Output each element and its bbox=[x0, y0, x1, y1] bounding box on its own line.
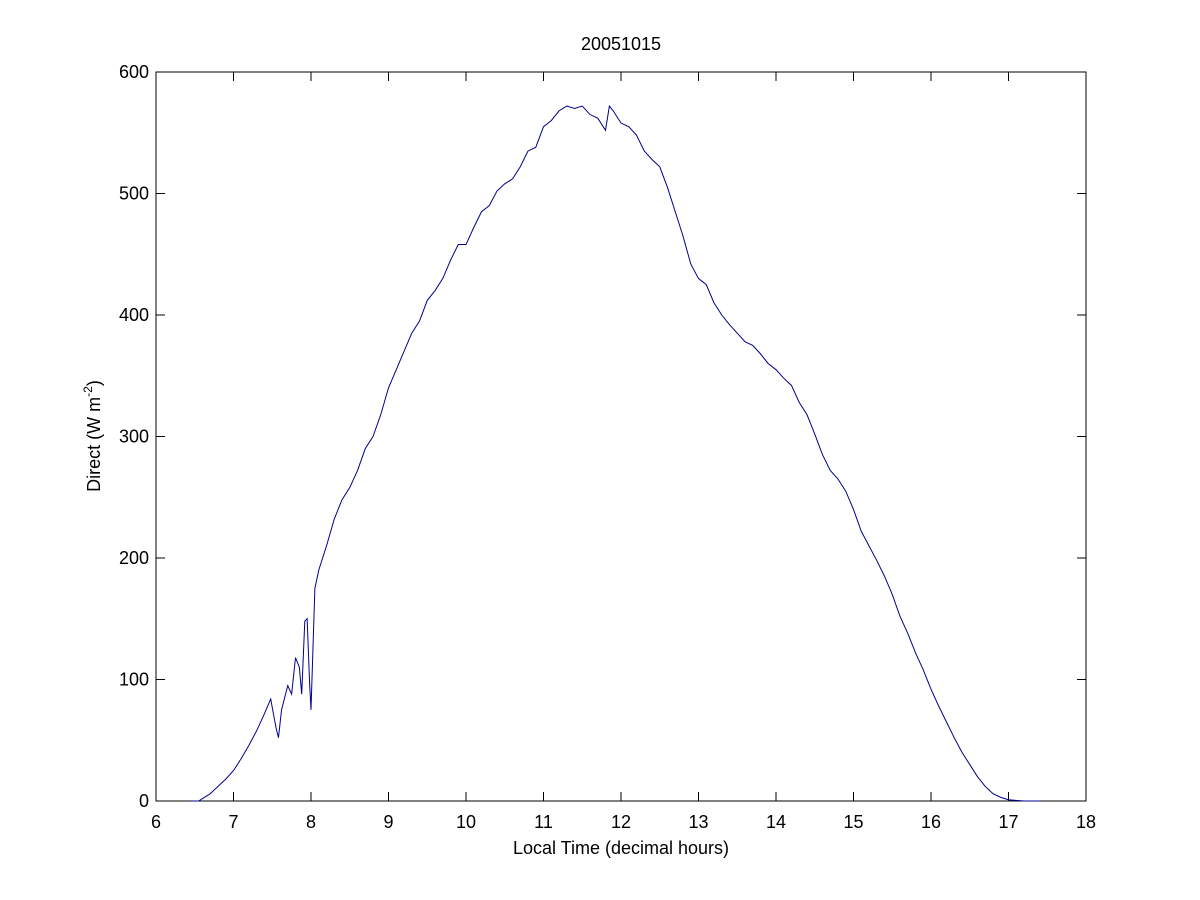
x-tick-label: 11 bbox=[534, 812, 553, 832]
data-line bbox=[190, 104, 1040, 802]
chart-title: 20051015 bbox=[581, 34, 661, 54]
x-tick-label: 18 bbox=[1076, 812, 1096, 832]
y-axis-label-sup: -2 bbox=[81, 386, 95, 397]
x-tick-label: 16 bbox=[921, 812, 941, 832]
y-tick-label: 600 bbox=[119, 62, 149, 82]
x-tick-label: 15 bbox=[843, 812, 863, 832]
y-tick-label: 500 bbox=[119, 184, 149, 204]
y-tick-label: 100 bbox=[119, 670, 149, 690]
x-tick-label: 14 bbox=[766, 812, 786, 832]
x-tick-label: 8 bbox=[306, 812, 316, 832]
y-tick-label: 200 bbox=[119, 548, 149, 568]
y-axis-label-text: Direct (W m bbox=[84, 397, 104, 492]
y-tick-label: 300 bbox=[119, 427, 149, 447]
x-tick-label: 7 bbox=[228, 812, 238, 832]
y-axis-label-end: ) bbox=[84, 380, 104, 386]
y-axis-label: Direct (W m-2) bbox=[81, 380, 104, 492]
y-tick-label: 400 bbox=[119, 305, 149, 325]
x-tick-label: 9 bbox=[383, 812, 393, 832]
x-tick-label: 12 bbox=[611, 812, 631, 832]
axes-box bbox=[155, 71, 1087, 802]
x-tick-label: 13 bbox=[688, 812, 708, 832]
x-tick-label: 6 bbox=[151, 812, 161, 832]
x-tick-label: 10 bbox=[456, 812, 476, 832]
x-axis-label: Local Time (decimal hours) bbox=[513, 838, 729, 858]
y-tick-label: 0 bbox=[139, 791, 149, 811]
x-tick-label: 17 bbox=[998, 812, 1018, 832]
